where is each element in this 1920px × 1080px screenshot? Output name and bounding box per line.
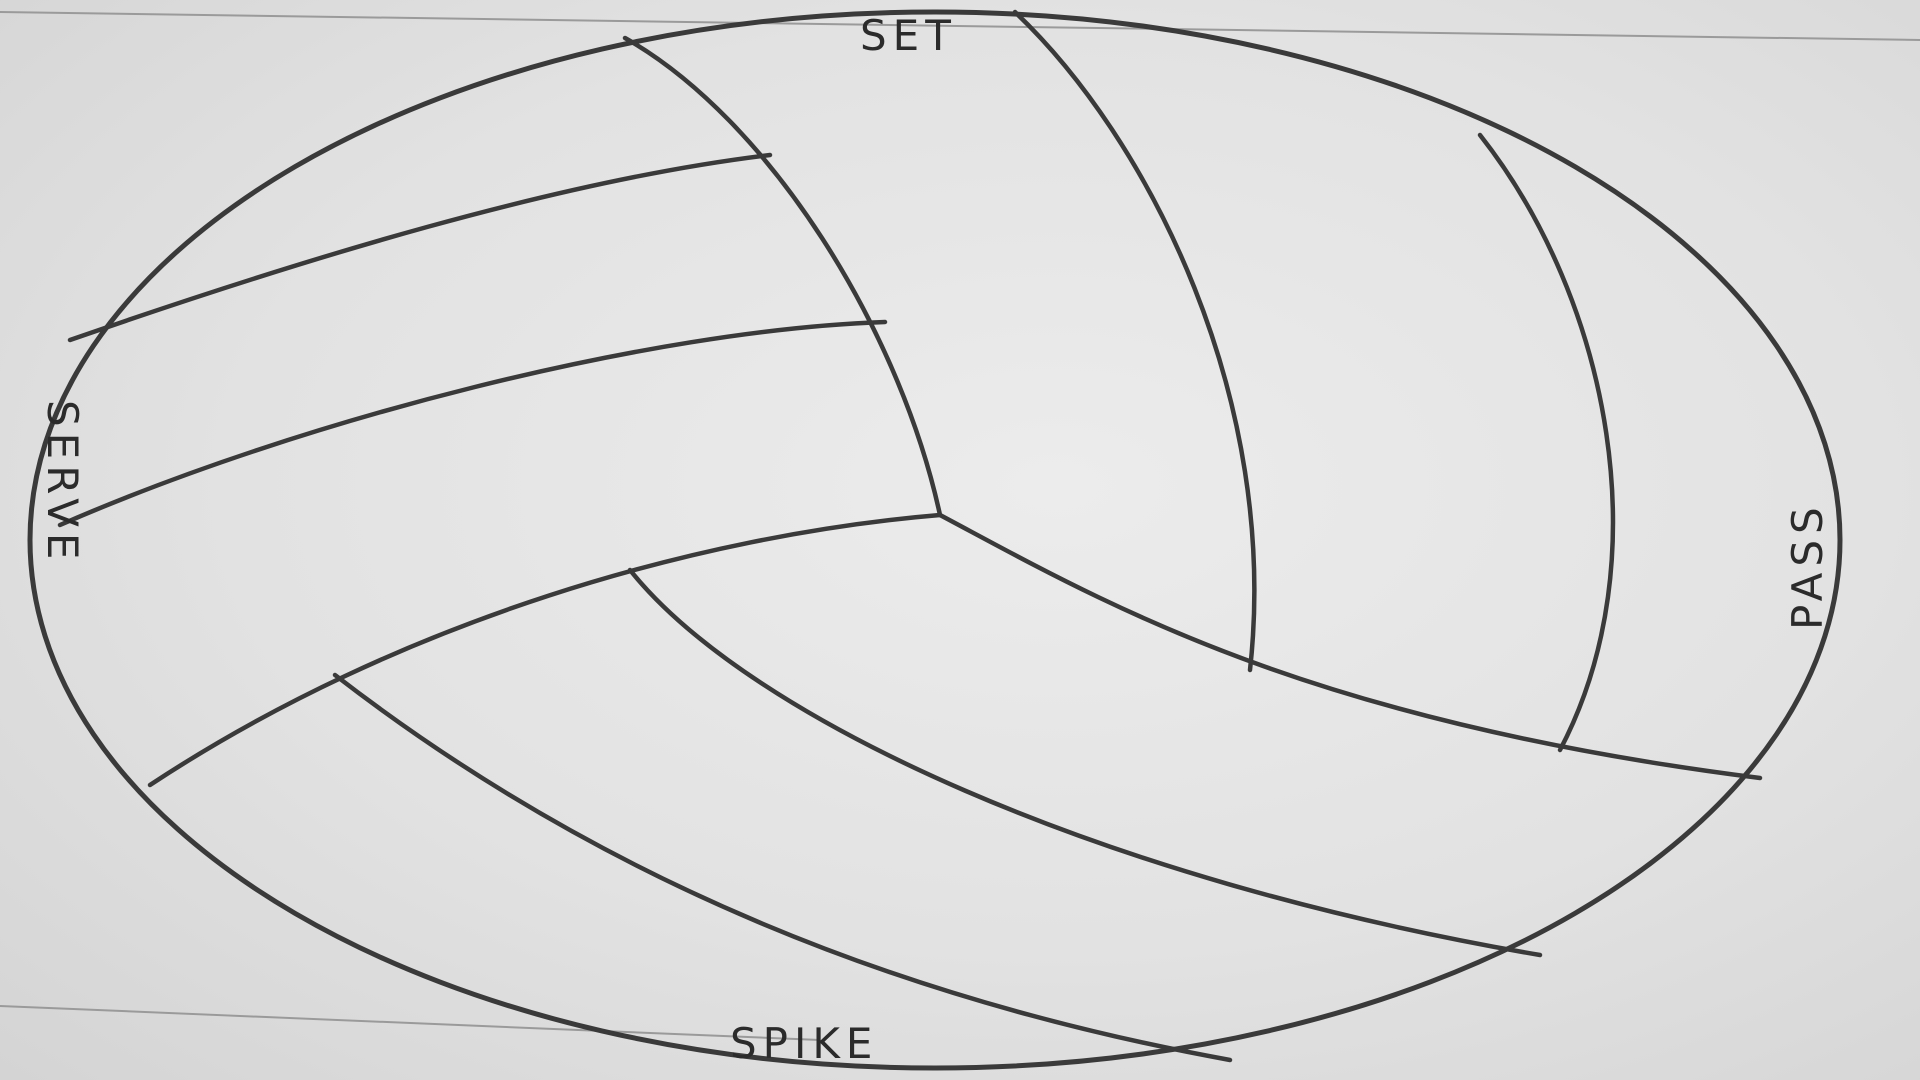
seam-left-upper <box>67 152 773 343</box>
ball-outline <box>27 9 1843 1071</box>
seam-lower-inner <box>627 567 1543 958</box>
label-set: SET <box>860 11 957 60</box>
seam-top-center <box>622 35 943 518</box>
seam-lower-outer <box>332 672 1233 1063</box>
paper-edge-bottom <box>0 1005 821 1041</box>
paper-edge-top <box>0 11 1920 41</box>
label-pass: PASS <box>1783 501 1832 630</box>
label-serve: SERVE <box>38 400 87 565</box>
seam-top-right <box>1012 9 1257 673</box>
seam-left-middle <box>57 319 888 528</box>
seam-left-lower <box>147 512 943 788</box>
seam-far-right <box>1477 132 1616 753</box>
seam-center-to-right <box>937 512 1763 781</box>
label-spike: SPIKE <box>730 1019 878 1068</box>
